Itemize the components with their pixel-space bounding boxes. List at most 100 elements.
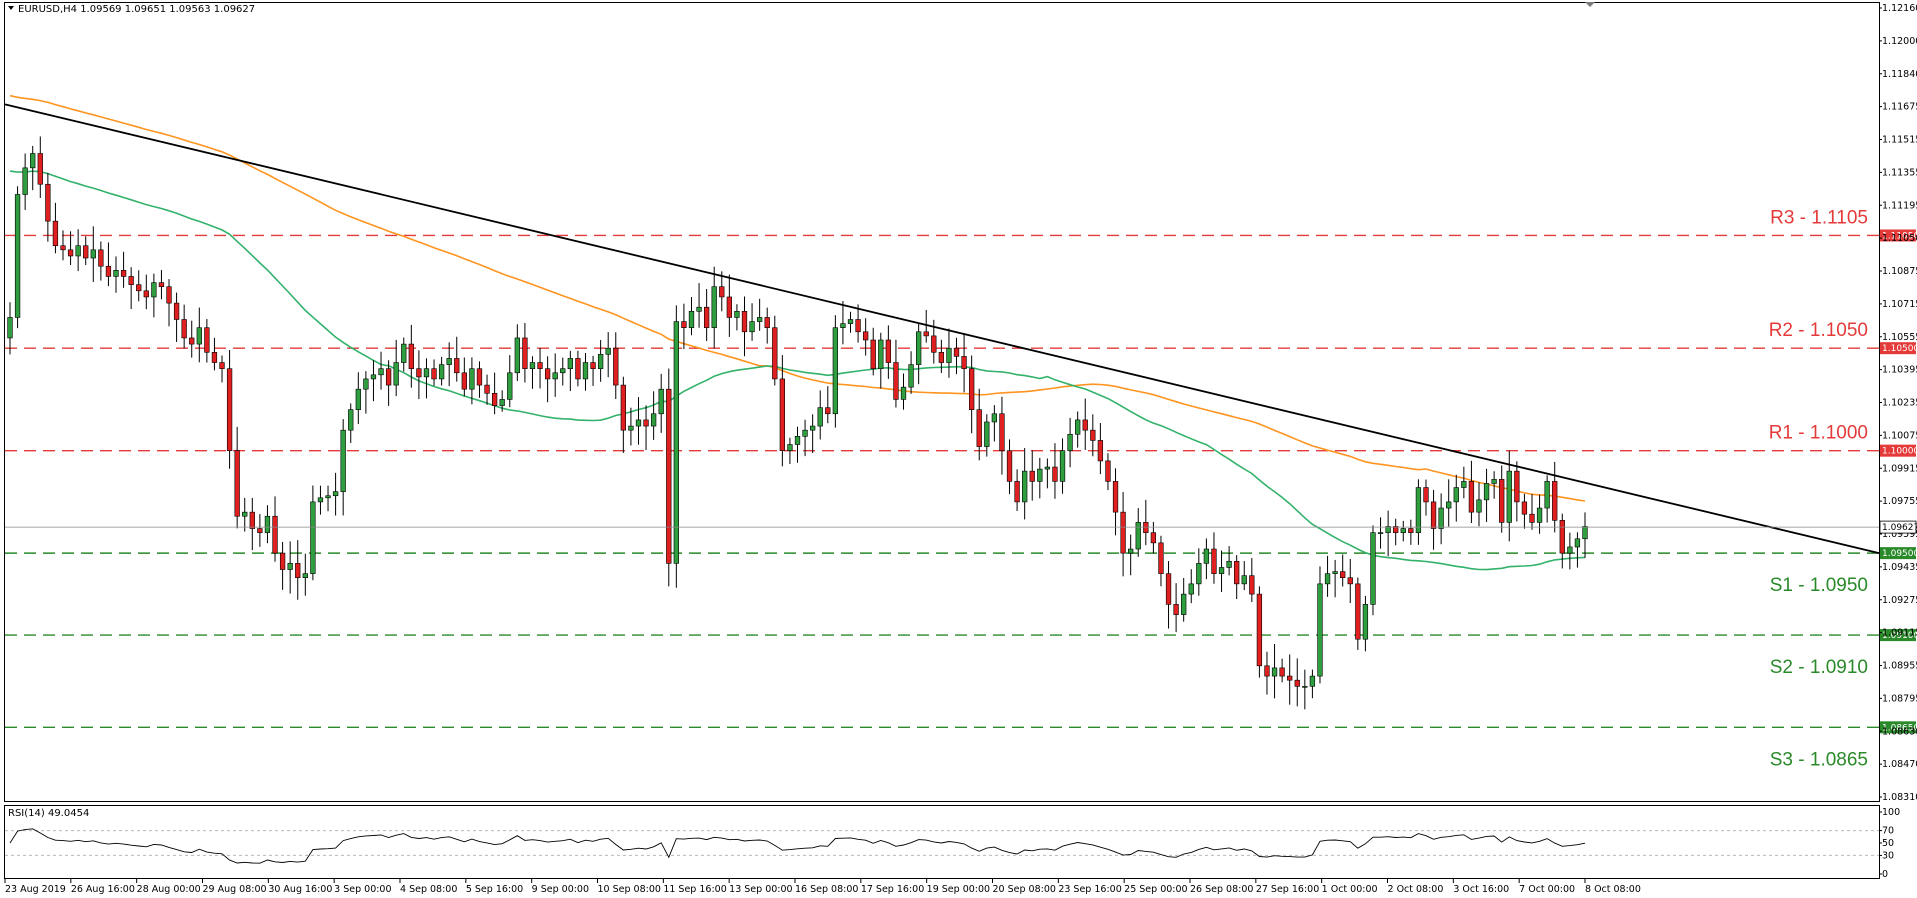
bear-candle [1234, 561, 1240, 585]
main-chart-frame [4, 2, 1880, 802]
bull-candle [1181, 593, 1187, 615]
bull-candle [688, 311, 695, 328]
bull-candle [567, 358, 573, 369]
shift-marker-icon[interactable] [1585, 2, 1595, 7]
bull-candle [378, 368, 384, 376]
bull-candle [370, 374, 377, 380]
bull-candle [1196, 563, 1202, 585]
price-tick-label: 1.08955 [1882, 661, 1917, 672]
bear-candle [60, 245, 66, 251]
bull-candle [1317, 583, 1323, 677]
bear-candle [1264, 665, 1270, 677]
bull-candle [1309, 675, 1316, 687]
bull-candle [1574, 538, 1581, 548]
bear-candle [1552, 481, 1558, 521]
bear-candle [1014, 481, 1020, 503]
bear-candle [128, 276, 134, 285]
bear-candle [166, 286, 172, 304]
bull-candle [401, 343, 407, 363]
bear-candle [1256, 593, 1263, 667]
bear-candle [1090, 429, 1096, 441]
bear-candle [1393, 526, 1399, 533]
bull-candle [734, 311, 740, 318]
bear-candle [613, 347, 619, 386]
bear-candle [976, 409, 982, 447]
bear-candle [181, 319, 187, 339]
bull-candle [1218, 567, 1225, 574]
bear-candle [772, 327, 778, 380]
rsi-tick-label: 50 [1882, 838, 1894, 849]
current-price-text: 1.09627 [1882, 523, 1917, 533]
bull-candle [1400, 528, 1406, 533]
bear-candle [893, 362, 899, 400]
bull-candle [673, 321, 679, 564]
bull-candle [1022, 470, 1028, 503]
bull-candle [151, 282, 157, 298]
bear-candle [484, 384, 490, 394]
time-tick-label: 16 Sep 08:00 [795, 884, 858, 895]
time-tick-label: 23 Sep 16:00 [1058, 884, 1121, 895]
time-tick-label: 25 Sep 00:00 [1124, 884, 1187, 895]
bull-candle [1044, 466, 1051, 470]
bear-candle [1105, 460, 1111, 482]
bull-candle [7, 317, 13, 339]
price-tick-label: 1.11195 [1882, 200, 1917, 211]
ma-fast-line [9, 170, 1586, 571]
bear-candle [741, 311, 748, 333]
bear-candle [855, 319, 861, 333]
level-badge-text: 1.09500 [1882, 549, 1917, 559]
level-badge-s3 [1880, 721, 1916, 734]
bear-candle [279, 552, 286, 570]
bull-candle [507, 372, 513, 400]
price-tick-label: 1.10395 [1882, 365, 1917, 376]
bear-candle [1112, 481, 1119, 513]
price-tick-label: 1.11515 [1882, 135, 1917, 146]
bull-candle [1188, 583, 1194, 595]
time-tick-label: 28 Aug 00:00 [137, 884, 201, 895]
bull-candle [1461, 481, 1467, 488]
bull-candle [1203, 548, 1210, 564]
bull-candle [1506, 470, 1512, 523]
bear-candle [1006, 450, 1013, 482]
rsi-line [9, 828, 1586, 864]
bear-candle [1029, 470, 1035, 482]
time-tick-label: 3 Oct 16:00 [1453, 884, 1509, 895]
bear-candle [1423, 487, 1429, 503]
price-tick-label: 1.08310 [1882, 792, 1917, 803]
bull-candle [393, 362, 399, 386]
price-tick-label: 1.12160 [1882, 3, 1917, 14]
bull-candle [991, 413, 998, 423]
price-tick-label: 1.08630 [1882, 726, 1917, 737]
trendline-layer [4, 103, 1880, 555]
rsi-label: RSI(14) 49.0454 [8, 808, 89, 819]
level-badge-text: 1.08650 [1882, 723, 1917, 733]
bear-candle [226, 368, 233, 451]
bear-candle [575, 358, 581, 380]
bull-candle [196, 327, 202, 345]
bull-candle [1438, 507, 1444, 529]
bear-candle [1143, 522, 1149, 533]
collapse-triangle-icon[interactable] [8, 6, 14, 10]
bull-candle [1135, 522, 1141, 550]
bull-candle [802, 429, 808, 437]
bear-candle [257, 528, 263, 533]
bear-candle [173, 302, 180, 320]
bear-candle [385, 368, 392, 386]
time-tick-label: 9 Sep 00:00 [532, 884, 589, 895]
bear-candle [219, 362, 225, 369]
bull-candle [794, 436, 801, 445]
rsi-tick-label: 0 [1882, 869, 1888, 880]
level-badge-s1 [1880, 547, 1916, 560]
candlesticks [7, 136, 1588, 710]
current-price-badge [1879, 520, 1917, 534]
bull-candle [1037, 468, 1043, 482]
bear-candle [67, 249, 74, 257]
rsi-tick-label: 30 [1882, 850, 1894, 861]
level-label-s1: S1 - 1.0950 [1770, 575, 1868, 596]
bull-candle [1370, 532, 1376, 605]
price-tick-label: 1.10555 [1882, 332, 1917, 343]
level-badge-text: 1.09100 [1882, 631, 1917, 641]
bear-candle [870, 339, 876, 369]
